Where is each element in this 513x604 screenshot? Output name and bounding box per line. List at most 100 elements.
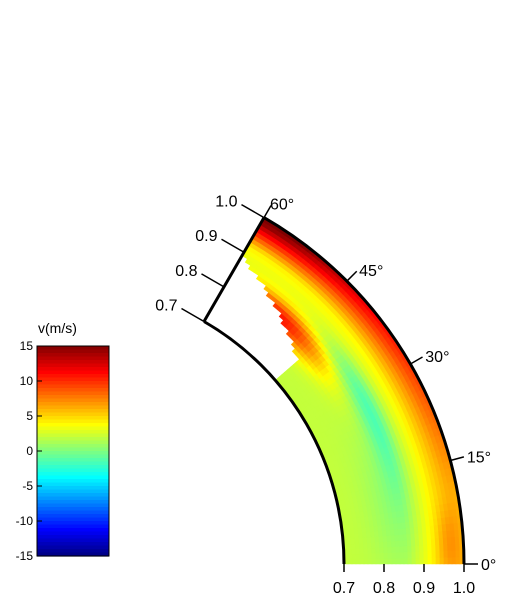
- radius-tick-label-bottom: 1.0: [453, 580, 475, 597]
- angle-tick-mark: [450, 457, 464, 461]
- colorbar-step: [37, 486, 109, 490]
- colorbar-step: [37, 490, 109, 494]
- colorbar-gradient: [37, 346, 109, 557]
- colorbar-tick-label: 5: [26, 409, 33, 423]
- field-cell: [408, 558, 412, 564]
- field-cell: [360, 554, 364, 559]
- field-cell: [412, 558, 416, 564]
- field-cell: [392, 547, 396, 553]
- field-cell: [416, 545, 420, 551]
- field-cell: [380, 553, 384, 559]
- angle-tick-label: 45°: [359, 263, 383, 280]
- field-cell: [428, 551, 432, 557]
- field-cell: [443, 537, 447, 544]
- field-cell: [428, 558, 432, 564]
- colorbar: v(m/s) 151050-5-10-15: [16, 320, 109, 563]
- velocity-field: [242, 218, 464, 564]
- field-cell: [368, 559, 372, 564]
- field-cell: [427, 538, 431, 545]
- field-cell: [355, 543, 359, 548]
- field-cell: [428, 545, 432, 552]
- field-cell: [359, 538, 363, 544]
- field-cell: [456, 550, 460, 557]
- field-cell: [408, 552, 412, 558]
- field-cell: [351, 544, 355, 549]
- field-cell: [455, 536, 459, 543]
- field-cell: [431, 538, 435, 545]
- field-cell: [440, 551, 444, 558]
- field-cell: [372, 553, 376, 559]
- colorbar-step: [37, 420, 109, 424]
- field-cell: [435, 538, 439, 545]
- field-cell: [384, 553, 388, 559]
- field-cell: [348, 559, 352, 564]
- field-cell: [376, 558, 380, 564]
- field-cell: [363, 538, 367, 544]
- field-cell: [396, 552, 400, 558]
- colorbar-step: [37, 437, 109, 441]
- colorbar-step: [37, 493, 109, 497]
- angle-tick-mark: [410, 357, 422, 364]
- colorbar-tick-label: 15: [20, 339, 34, 353]
- field-cell: [372, 559, 376, 564]
- colorbar-step: [37, 409, 109, 413]
- field-cell: [372, 548, 376, 554]
- colorbar-step: [37, 427, 109, 431]
- radius-tick-label-pole: 0.9: [195, 228, 217, 245]
- colorbar-step: [37, 451, 109, 455]
- colorbar-title: v(m/s): [38, 320, 77, 336]
- colorbar-step: [37, 472, 109, 476]
- colorbar-step: [37, 479, 109, 483]
- field-cell: [399, 540, 403, 546]
- field-cell: [424, 551, 428, 557]
- radius-tick-mark: [181, 309, 204, 322]
- field-cell: [436, 551, 440, 558]
- field-cell: [435, 544, 439, 551]
- field-cell: [451, 543, 455, 550]
- radius-tick-mark: [201, 274, 224, 287]
- colorbar-step: [37, 350, 109, 354]
- colorbar-step: [37, 504, 109, 508]
- colorbar-step: [37, 542, 109, 546]
- colorbar-step: [37, 462, 109, 466]
- colorbar-step: [37, 497, 109, 501]
- field-cell: [400, 546, 404, 552]
- radius-tick-mark: [241, 205, 264, 218]
- field-cell: [416, 552, 420, 558]
- field-cell: [456, 557, 460, 564]
- colorbar-step: [37, 539, 109, 543]
- field-cell: [424, 558, 428, 564]
- radius-tick-label-pole: 1.0: [215, 194, 237, 211]
- field-cell: [432, 545, 436, 552]
- field-cell: [347, 544, 351, 549]
- field-cell: [356, 549, 360, 554]
- colorbar-step: [37, 549, 109, 553]
- field-cell: [352, 554, 356, 559]
- field-cell: [356, 554, 360, 559]
- colorbar-step: [37, 392, 109, 396]
- field-cell: [400, 558, 404, 564]
- colorbar-step: [37, 374, 109, 378]
- field-cell: [375, 542, 379, 548]
- field-cell: [444, 551, 448, 558]
- colorbar-step: [37, 469, 109, 473]
- field-cell: [359, 543, 363, 548]
- field-cell: [444, 557, 448, 564]
- field-cell: [452, 550, 456, 557]
- field-cell: [388, 547, 392, 553]
- field-cell: [348, 549, 352, 554]
- field-cell: [392, 552, 396, 558]
- field-cell: [412, 552, 416, 558]
- field-cell: [356, 559, 360, 564]
- colorbar-step: [37, 483, 109, 487]
- colorbar-step: [37, 371, 109, 375]
- field-cell: [383, 541, 387, 547]
- field-cell: [368, 553, 372, 558]
- field-cell: [416, 558, 420, 564]
- field-cell: [368, 548, 372, 554]
- colorbar-step: [37, 500, 109, 504]
- field-cell: [448, 550, 452, 557]
- field-cell: [452, 557, 456, 564]
- field-cell: [379, 542, 383, 548]
